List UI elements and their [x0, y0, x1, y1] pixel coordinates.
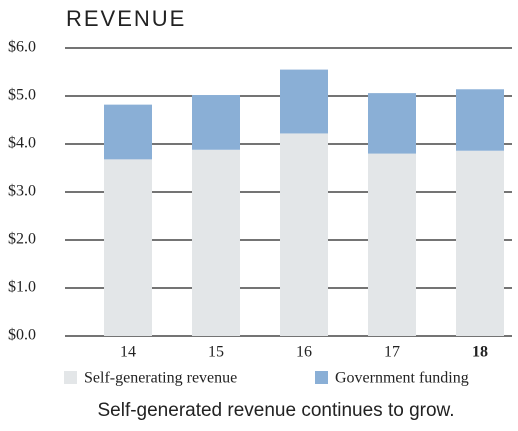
y-tick-label: $4.0 — [8, 135, 36, 152]
y-tick-label: $6.0 — [8, 39, 36, 56]
bar-segment — [456, 150, 504, 336]
legend-swatch — [315, 371, 328, 384]
x-tick-label: 15 — [208, 344, 224, 361]
legend-swatch — [64, 371, 77, 384]
x-tick-label: 17 — [384, 344, 400, 361]
bar-segment — [192, 149, 240, 336]
bar-segment — [368, 153, 416, 336]
bar-segment — [104, 104, 152, 160]
bar-segment — [456, 89, 504, 151]
chart-title: REVENUE — [66, 6, 186, 31]
legend-label: Government funding — [335, 370, 469, 387]
y-tick-label: $5.0 — [8, 87, 36, 104]
bar-segment — [192, 95, 240, 150]
legend-label: Self-generating revenue — [84, 370, 237, 387]
y-tick-label: $2.0 — [8, 231, 36, 248]
caption: Self-generated revenue continues to grow… — [97, 400, 454, 421]
y-tick-label: $3.0 — [8, 183, 36, 200]
bar-segment — [280, 133, 328, 336]
bar-segment — [368, 93, 416, 154]
bar-segment — [104, 159, 152, 336]
x-tick-label: 16 — [296, 344, 312, 361]
x-tick-label: 18 — [472, 344, 488, 361]
bar-segment — [280, 69, 328, 134]
y-tick-label: $1.0 — [8, 279, 36, 296]
y-tick-label: $0.0 — [8, 327, 36, 344]
x-tick-label: 14 — [120, 344, 136, 361]
